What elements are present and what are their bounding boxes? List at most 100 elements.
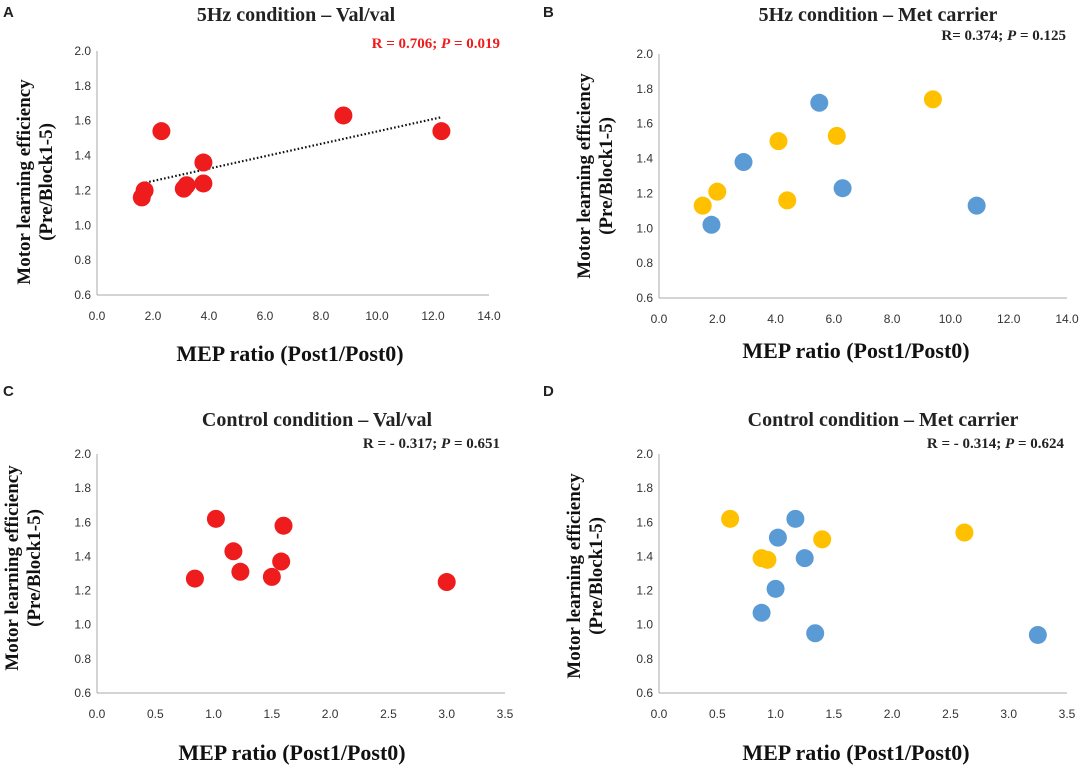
x-tick-label: 2.0: [709, 312, 726, 326]
stat-p-label: P: [441, 36, 451, 52]
y-tick-label: 2.0: [636, 47, 653, 61]
panel-b: B 5Hz condition – Met carrier R= 0.374; …: [543, 4, 1079, 363]
data-point-blue: [734, 153, 753, 172]
data-point-red: [185, 569, 204, 588]
data-point-red: [135, 181, 154, 200]
x-tick-label: 2.0: [322, 707, 339, 721]
x-tick-label: 1.0: [205, 707, 222, 721]
y-tick-label: 1.0: [636, 618, 653, 632]
data-point-blue: [702, 215, 721, 234]
x-axis-title: MEP ratio (Post1/Post0): [742, 740, 969, 765]
x-tick-label: 1.5: [826, 707, 843, 721]
data-point-blue: [752, 603, 771, 622]
y-tick-label: 1.4: [74, 549, 91, 563]
data-point-blue: [833, 179, 852, 198]
x-axis-title: MEP ratio (Post1/Post0): [742, 338, 969, 363]
x-axis-title: MEP ratio (Post1/Post0): [176, 341, 403, 366]
y-axis-title-line1: Motor learning efficiency: [14, 79, 35, 285]
y-tick-labels: 0.6 0.8 1.0 1.2 1.4 1.6 1.8 2.0: [74, 447, 91, 700]
panel-a: A 5Hz condition – Val/val R = 0.706; P =…: [3, 4, 501, 366]
x-tick-label: 0.0: [89, 707, 106, 721]
data-point-gold: [758, 550, 777, 569]
y-axis-title: Motor learning efficiency(Pre/Block1-5): [14, 79, 57, 285]
stat-p-value: = 0.651: [450, 436, 500, 452]
data-point-red: [262, 567, 281, 586]
y-axis-title-line2: (Pre/Block1-5): [596, 117, 617, 235]
stat-p-value: = 0.125: [1016, 28, 1066, 44]
x-tick-labels: 0.0 2.0 4.0 6.0 8.0 10.0 12.0 14.0: [651, 312, 1079, 326]
data-point-blue: [766, 579, 785, 598]
x-tick-label: 1.0: [767, 707, 784, 721]
x-tick-label: 12.0: [421, 309, 445, 323]
data-point-red: [432, 122, 451, 141]
y-tick-label: 2.0: [636, 447, 653, 461]
correlation-stat: R = - 0.317; P = 0.651: [363, 436, 500, 452]
stat-p-label: P: [1007, 28, 1017, 44]
data-point-gold: [923, 90, 942, 109]
data-point-red: [334, 106, 353, 125]
data-point-red: [177, 176, 196, 195]
y-tick-label: 1.4: [74, 149, 91, 163]
data-point-red: [231, 562, 250, 581]
y-tick-labels: 0.6 0.8 1.0 1.2 1.4 1.6 1.8 2.0: [74, 44, 91, 302]
y-tick-label: 2.0: [74, 447, 91, 461]
chart-title: Control condition – Val/val: [202, 409, 433, 431]
y-tick-label: 0.6: [636, 686, 653, 700]
data-point-gold: [721, 509, 740, 528]
correlation-stat: R = 0.706; P = 0.019: [372, 36, 500, 52]
x-tick-label: 2.5: [380, 707, 397, 721]
data-point-red: [194, 174, 213, 193]
y-tick-label: 1.8: [74, 79, 91, 93]
x-tick-label: 12.0: [997, 312, 1021, 326]
trend-line: [141, 116, 442, 185]
y-tick-labels: 0.6 0.8 1.0 1.2 1.4 1.6 1.8 2.0: [636, 447, 653, 700]
panel-letter: D: [543, 383, 554, 400]
x-tick-label: 4.0: [767, 312, 784, 326]
y-tick-label: 1.6: [636, 515, 653, 529]
y-tick-label: 1.4: [636, 549, 653, 563]
y-tick-label: 0.6: [74, 288, 91, 302]
points-layer: [132, 106, 451, 207]
correlation-stat: R= 0.374; P = 0.125: [941, 28, 1066, 44]
panel-c: C Control condition – Val/val R = - 0.31…: [2, 383, 514, 765]
x-tick-label: 2.5: [942, 707, 959, 721]
stat-r: R = - 0.317;: [363, 436, 441, 452]
stat-p-value: = 0.624: [1014, 436, 1064, 452]
x-tick-label: 10.0: [939, 312, 963, 326]
data-point-blue: [1028, 625, 1047, 644]
data-point-red: [437, 573, 456, 592]
stat-r: R = - 0.314;: [927, 436, 1005, 452]
data-point-gold: [769, 132, 788, 151]
y-axis-title-line2: (Pre/Block1-5): [586, 517, 607, 635]
x-tick-label: 3.0: [1000, 707, 1017, 721]
x-tick-label: 3.0: [438, 707, 455, 721]
data-point-gold: [955, 523, 974, 542]
x-tick-label: 3.5: [1059, 707, 1076, 721]
x-tick-label: 2.0: [884, 707, 901, 721]
trend-line-layer: [141, 116, 442, 185]
data-point-red: [272, 552, 291, 571]
x-tick-label: 0.0: [651, 707, 668, 721]
y-tick-label: 0.8: [74, 253, 91, 267]
y-tick-label: 1.0: [74, 218, 91, 232]
x-tick-label: 0.5: [147, 707, 164, 721]
y-tick-label: 0.8: [636, 652, 653, 666]
y-tick-label: 1.0: [636, 221, 653, 235]
x-tick-label: 6.0: [826, 312, 843, 326]
data-point-red: [206, 509, 225, 528]
panel-d: D Control condition – Met carrier R = - …: [543, 383, 1076, 765]
x-tick-label: 10.0: [365, 309, 389, 323]
stat-r: R = 0.706;: [372, 36, 441, 52]
x-tick-labels: 0.0 0.5 1.0 1.5 2.0 2.5 3.0 3.5: [651, 707, 1076, 721]
x-axis-title: MEP ratio (Post1/Post0): [178, 740, 405, 765]
y-tick-label: 1.8: [74, 481, 91, 495]
panel-letter: C: [3, 383, 14, 400]
data-point-blue: [768, 528, 787, 547]
y-tick-label: 2.0: [74, 44, 91, 58]
y-tick-label: 1.6: [74, 114, 91, 128]
x-tick-label: 2.0: [145, 309, 162, 323]
y-axis-title: Motor learning efficiency(Pre/Block1-5): [564, 473, 607, 679]
x-tick-labels: 0.0 2.0 4.0 6.0 8.0 10.0 12.0 14.0: [89, 309, 501, 323]
data-point-red: [274, 516, 293, 535]
